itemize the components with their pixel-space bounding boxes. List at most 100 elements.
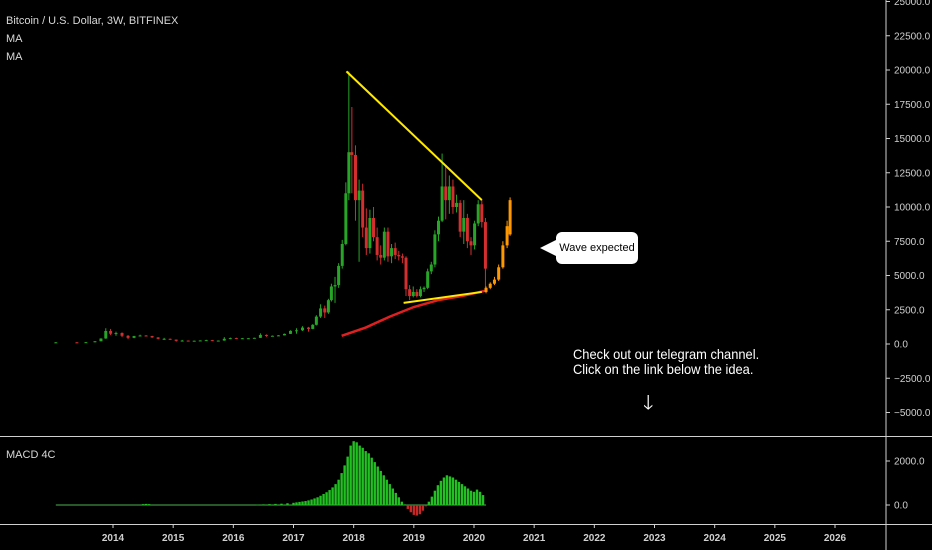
candle-body <box>418 289 422 297</box>
price-candle <box>319 304 323 318</box>
candle-body <box>488 283 492 288</box>
candle-body <box>411 291 415 297</box>
price-candle <box>372 207 376 242</box>
price-candle <box>386 227 390 262</box>
macd-bar <box>352 441 355 505</box>
projection-candle <box>488 282 492 290</box>
macd-bar <box>367 453 370 505</box>
macd-bar <box>463 486 467 505</box>
price-candle <box>437 216 441 242</box>
year-label: 2022 <box>583 533 606 544</box>
macd-bar <box>472 491 476 505</box>
price-candle <box>408 285 412 301</box>
macd-bar <box>313 498 316 505</box>
macd-bar <box>379 470 382 505</box>
price-candle <box>364 208 368 255</box>
macd-bar <box>316 497 319 505</box>
price-candle <box>347 71 351 201</box>
candle-body <box>415 291 419 297</box>
macd-bar <box>307 500 310 505</box>
candle-body <box>54 342 58 344</box>
price-candle <box>350 106 354 194</box>
candle-body <box>216 340 220 342</box>
price-candle <box>198 340 202 342</box>
price-candle <box>138 334 142 337</box>
price-tick-label: −2500.0 <box>894 374 931 385</box>
price-candle <box>440 153 444 223</box>
macd-bar <box>364 451 367 505</box>
price-candle <box>162 337 166 340</box>
price-candle <box>156 337 160 340</box>
down-arrow-icon: 🡓 <box>643 390 654 414</box>
price-candle <box>126 335 130 340</box>
candle-body <box>319 308 323 317</box>
price-candle <box>186 340 190 342</box>
year-label: 2020 <box>463 533 486 544</box>
candle-body <box>440 186 444 221</box>
price-candle <box>114 331 118 336</box>
price-candle <box>75 342 79 344</box>
price-candle <box>222 337 226 341</box>
candle-body <box>150 336 154 338</box>
macd-legend[interactable]: MACD 4C <box>6 449 56 461</box>
candle-body <box>311 324 315 329</box>
candle-body <box>372 217 376 238</box>
candle-body <box>264 334 268 336</box>
price-candle <box>353 145 357 221</box>
candle-body <box>497 267 501 280</box>
macd-bar <box>451 477 455 505</box>
macd-bar <box>325 492 328 505</box>
macd-bar <box>262 504 265 506</box>
price-candle <box>54 342 58 344</box>
candle-body <box>210 340 214 342</box>
price-candle <box>314 315 318 326</box>
macd-bar <box>412 505 416 515</box>
candle-body <box>344 193 348 244</box>
trendline <box>403 290 482 304</box>
candle-body <box>329 286 333 301</box>
price-candle <box>476 200 480 227</box>
price-candle <box>288 330 292 334</box>
candle-body <box>368 217 372 249</box>
price-candle <box>282 333 286 336</box>
macd-bar <box>457 481 461 505</box>
price-candle <box>307 326 311 332</box>
price-candle <box>340 239 344 269</box>
price-candle <box>455 194 459 213</box>
price-candle <box>333 276 337 303</box>
price-candle <box>240 337 244 340</box>
candle-body <box>258 334 262 338</box>
price-candle <box>295 328 299 334</box>
year-label: 2026 <box>824 533 847 544</box>
price-tick-label: 10000.0 <box>894 203 931 214</box>
price-candle <box>465 213 469 249</box>
macd-bar <box>304 501 307 505</box>
candle-body <box>93 341 97 343</box>
year-label: 2023 <box>643 533 666 544</box>
ma-legend-1[interactable]: MA <box>6 33 23 45</box>
price-candle <box>99 338 103 342</box>
macd-bar <box>328 490 331 505</box>
price-tick-label: 5000.0 <box>894 271 925 282</box>
macd-bar <box>370 457 373 505</box>
price-candle <box>400 253 404 264</box>
macd-bar <box>337 479 340 505</box>
price-candle <box>301 326 305 331</box>
projection-candle <box>501 241 505 269</box>
candle-body <box>288 330 292 334</box>
candle-body <box>240 338 244 340</box>
price-candle <box>447 175 451 214</box>
macd-tick-label: 0.0 <box>894 501 908 512</box>
trendline <box>345 70 483 201</box>
candle-body <box>234 338 238 340</box>
year-label: 2025 <box>764 533 787 544</box>
macd-bar <box>340 473 343 505</box>
candle-body <box>126 335 130 338</box>
ma-legend-2[interactable]: MA <box>6 51 23 63</box>
macd-bar <box>358 445 361 505</box>
price-candle <box>329 283 333 302</box>
candle-body <box>462 217 466 232</box>
price-candle <box>357 179 361 262</box>
candle-body <box>397 254 401 257</box>
